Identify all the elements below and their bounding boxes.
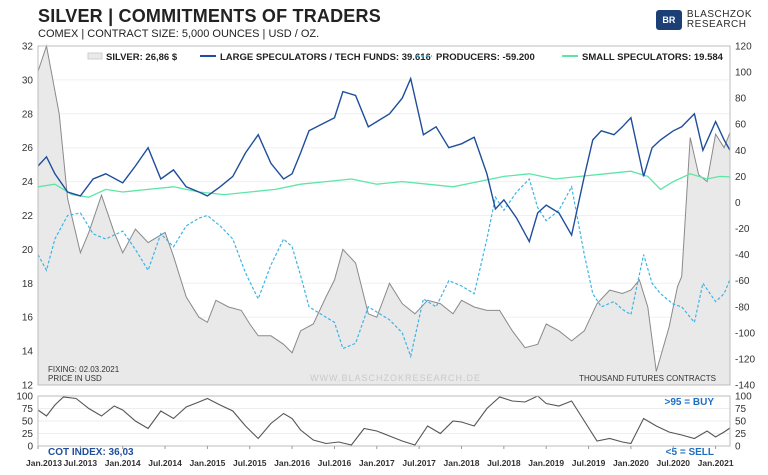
legend-swatch-silver xyxy=(87,52,103,60)
right-tick-label: -120 xyxy=(735,354,755,365)
sell-threshold-label: <5 = SELL xyxy=(666,447,714,458)
unit-note: PRICE IN USD xyxy=(48,374,102,383)
cot-left-tick-label: 75 xyxy=(22,404,34,415)
cot-left-tick-label: 0 xyxy=(27,442,33,453)
right-tick-label: -60 xyxy=(735,276,750,287)
small-specs-line xyxy=(37,170,731,198)
right-tick-label: 60 xyxy=(735,120,747,131)
producers-line xyxy=(37,177,731,359)
right-tick-label: -20 xyxy=(735,224,750,235)
main-axes: 12 14 16 18 20 22 24 26 28 30 32 -140 -120 -100 -80 -60… xyxy=(22,42,756,392)
left-tick-label: 14 xyxy=(22,347,34,358)
page-title: SILVER | COMMITMENTS OF TRADERS xyxy=(38,6,381,26)
right-tick-label: 20 xyxy=(735,172,747,183)
cot-left-tick-label: 25 xyxy=(22,429,34,440)
cot-right-tick-label: 0 xyxy=(735,442,741,453)
left-tick-label: 18 xyxy=(22,279,34,290)
right-tick-label: -80 xyxy=(735,302,750,313)
page-subtitle: COMEX | CONTRACT SIZE: 5,000 OUNCES | US… xyxy=(38,28,320,40)
x-tick-label: Jul.2015 xyxy=(233,458,267,468)
left-tick-label: 26 xyxy=(22,143,34,154)
legend-silver: SILVER: 26,86 $ xyxy=(106,52,178,63)
fixing-note: FIXING: 02.03.2021 xyxy=(48,365,120,374)
cot-right-tick-label: 50 xyxy=(735,417,747,428)
legend-producers: PRODUCERS: -59.200 xyxy=(436,52,535,63)
cot-left-tick-label: 100 xyxy=(16,392,33,403)
cot-index-line xyxy=(37,395,731,446)
legend-small-specs: SMALL SPECULATORS: 19.584 xyxy=(582,52,724,63)
logo-text: BLASCHZOK RESEARCH xyxy=(686,9,752,30)
x-tick-label: Jul.2014 xyxy=(148,458,182,468)
silver-area-fill xyxy=(38,46,730,385)
x-axis: Jan.2013 Jul.2013 Jan.2014 Jul.2014 Jan.2015… xyxy=(26,446,734,468)
right-unit-note: THOUSAND FUTURES CONTRACTS xyxy=(579,374,716,383)
left-tick-label: 22 xyxy=(22,211,34,222)
left-tick-label: 32 xyxy=(22,42,34,53)
cot-right-tick-label: 100 xyxy=(735,392,752,403)
cot-line xyxy=(37,395,731,446)
right-tick-label: -140 xyxy=(735,381,755,392)
logo-icon: BR xyxy=(655,10,682,30)
x-tick-label: Jan.2014 xyxy=(105,458,141,468)
left-tick-label: 20 xyxy=(22,245,34,256)
cot-index-label: COT INDEX: 36,03 xyxy=(48,447,134,458)
legend: SILVER: 26,86 $ LARGE SPECULATORS / TECH… xyxy=(87,52,724,63)
x-tick-label: Jan.2019 xyxy=(528,458,564,468)
x-tick-label: Jan.2017 xyxy=(359,458,395,468)
left-tick-label: 28 xyxy=(22,109,34,120)
x-tick-label: Jul.2019 xyxy=(572,458,606,468)
left-tick-label: 16 xyxy=(22,313,34,324)
x-tick-label: Jan.2016 xyxy=(274,458,310,468)
cot-right-tick-label: 25 xyxy=(735,429,747,440)
x-tick-label: Jul.2013 xyxy=(64,458,98,468)
legend-large-specs: LARGE SPECULATORS / TECH FUNDS: 39.616 xyxy=(220,52,431,63)
plot-frame xyxy=(37,45,731,386)
left-tick-label: 24 xyxy=(22,177,34,188)
right-tick-label: 40 xyxy=(735,146,747,157)
brand-logo: BR BLASCHZOK RESEARCH xyxy=(655,9,752,30)
cot-grid xyxy=(38,395,730,447)
silver-price-line xyxy=(37,44,731,372)
x-tick-label: Jan.2020 xyxy=(613,458,649,468)
cot-frame xyxy=(37,395,731,447)
left-tick-label: 12 xyxy=(22,381,34,392)
x-tick-label: Jul.2016 xyxy=(318,458,352,468)
cot-right-tick-label: 75 xyxy=(735,404,747,415)
x-tick-label: Jan.2015 xyxy=(189,458,225,468)
right-tick-label: -40 xyxy=(735,250,750,261)
x-tick-label: Jan.2021 xyxy=(698,458,734,468)
x-tick-label: Jan.2018 xyxy=(444,458,480,468)
right-tick-label: 100 xyxy=(735,68,752,79)
x-tick-label: Jul.2017 xyxy=(402,458,436,468)
x-tick-label: Jul.2020 xyxy=(656,458,690,468)
x-tick-label: Jul.2018 xyxy=(487,458,521,468)
main-lines xyxy=(37,76,731,359)
right-tick-label: 80 xyxy=(735,94,747,105)
x-tick-label: Jan.2013 xyxy=(26,458,62,468)
right-tick-label: 120 xyxy=(735,42,752,53)
silver-area xyxy=(37,44,731,385)
buy-threshold-label: >95 = BUY xyxy=(665,397,715,408)
left-tick-label: 30 xyxy=(22,75,34,86)
watermark: WWW.BLASCHZOKRESEARCH.DE xyxy=(310,373,481,383)
right-tick-label: 0 xyxy=(735,198,741,209)
cot-left-tick-label: 50 xyxy=(22,417,34,428)
right-tick-label: -100 xyxy=(735,328,755,339)
large-specs-line xyxy=(37,76,731,244)
